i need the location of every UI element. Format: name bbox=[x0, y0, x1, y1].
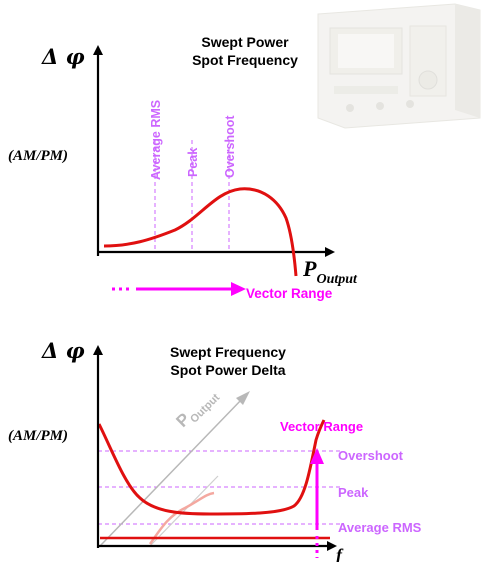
top-title-line1: Swept Power bbox=[201, 34, 289, 50]
top-delta-phi-label: Δ φ bbox=[41, 44, 85, 69]
top-x-axis-label: POutput bbox=[302, 256, 358, 287]
bottom-level-average-rms: Average RMS bbox=[338, 520, 422, 535]
bottom-level-peak: Peak bbox=[338, 485, 369, 500]
top-marker-average-rms: Average RMS bbox=[149, 100, 163, 180]
top-x-axis-label-sub: Output bbox=[316, 272, 358, 287]
bottom-delta-phi-label: Δ φ bbox=[41, 338, 85, 363]
bottom-p-output-arrow bbox=[99, 397, 244, 547]
bottom-vector-range-label: Vector Range bbox=[280, 419, 363, 434]
bottom-p-output-sub: Output bbox=[188, 391, 222, 425]
top-chart: Δ φ (AM/PM) Swept Power Spot Frequency A… bbox=[8, 34, 358, 301]
bottom-x-axis-label: f bbox=[336, 545, 344, 562]
top-am-pm-label: (AM/PM) bbox=[8, 148, 68, 164]
bottom-am-pm-curve bbox=[97, 419, 326, 516]
bottom-faint-curve bbox=[148, 491, 215, 545]
top-vector-range-arrowhead bbox=[231, 282, 246, 296]
bottom-title-line2: Spot Power Delta bbox=[170, 362, 285, 378]
top-marker-peak: Peak bbox=[186, 148, 200, 177]
bottom-p-output-arrowhead bbox=[236, 391, 250, 405]
network-analyzer-icon bbox=[317, 3, 481, 129]
bottom-p-output-arrow-lower bbox=[149, 475, 219, 547]
top-am-pm-curve bbox=[103, 187, 298, 277]
top-marker-overshoot: Overshoot bbox=[223, 115, 237, 178]
bottom-vector-range-arrowhead bbox=[310, 448, 324, 464]
bottom-chart: Δ φ (AM/PM) Swept Frequency Spot Power D… bbox=[8, 338, 422, 562]
bottom-am-pm-label: (AM/PM) bbox=[8, 428, 68, 444]
top-x-axis-label-main: P bbox=[302, 256, 317, 281]
bottom-level-overshoot: Overshoot bbox=[338, 448, 404, 463]
top-title-line2: Spot Frequency bbox=[192, 52, 298, 68]
top-vector-range-label: Vector Range bbox=[246, 286, 333, 301]
bottom-title-line1: Swept Frequency bbox=[170, 344, 286, 360]
